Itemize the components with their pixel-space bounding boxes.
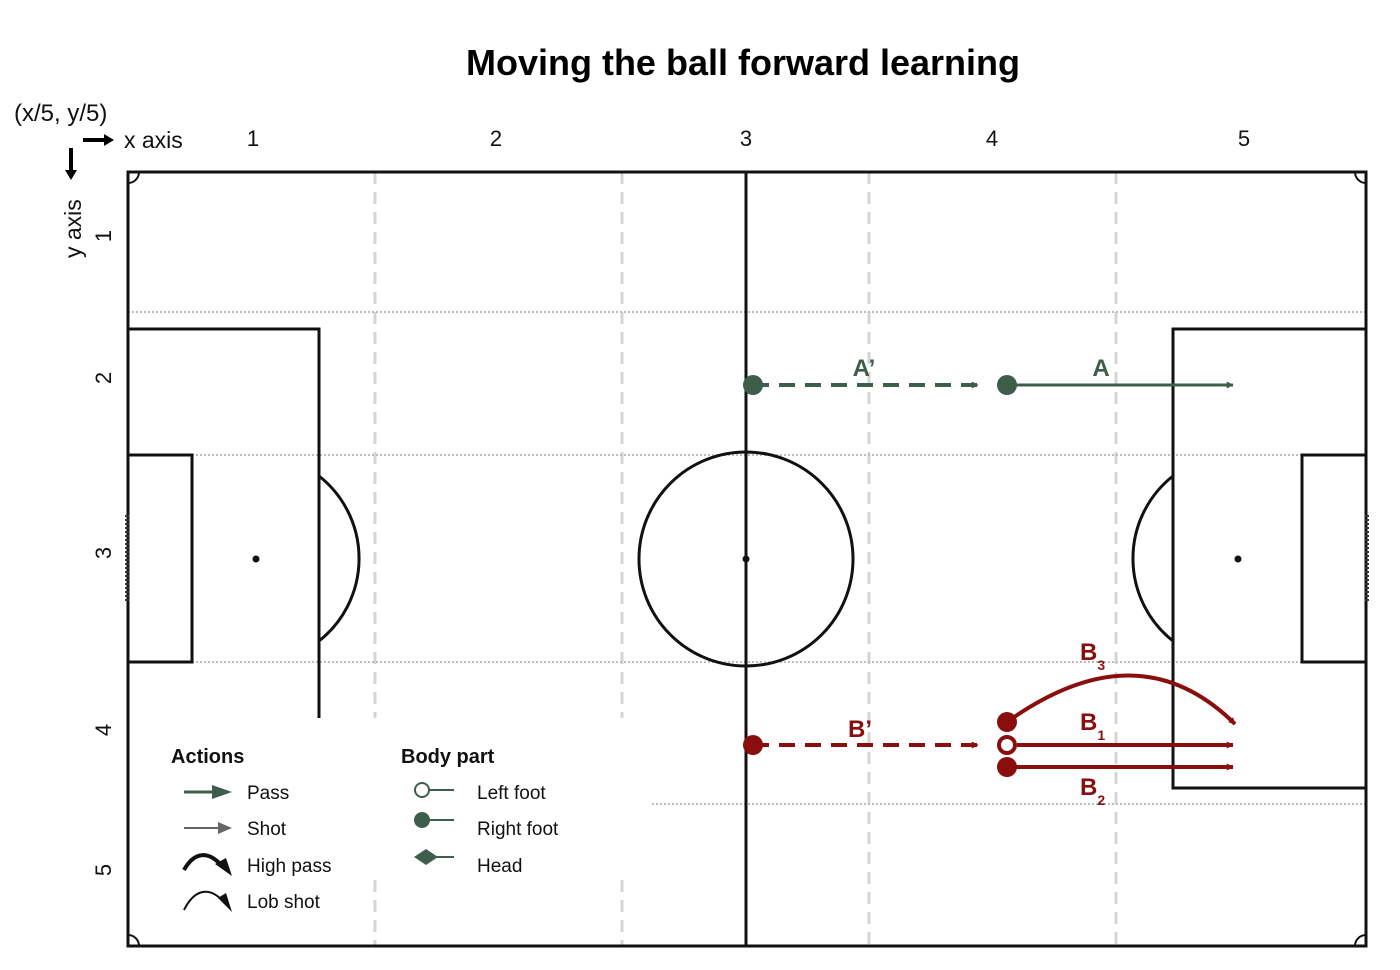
x-tick-label: 1 (247, 126, 259, 151)
action-label: B (1080, 639, 1097, 666)
legend-item-label: Right foot (477, 819, 559, 840)
center-spot (742, 555, 750, 563)
action-subscript: 2 (1097, 792, 1105, 808)
left-foot-icon (414, 782, 454, 798)
left-penalty-arc (318, 474, 361, 643)
x-tick-label: 4 (986, 126, 998, 151)
legend-item-label: Shot (247, 819, 287, 840)
action-label: B (1080, 774, 1097, 801)
left-goal-area (126, 453, 194, 664)
x-tick-label: 2 (490, 126, 502, 151)
center-circle (637, 450, 855, 668)
legend-item-label: Head (477, 856, 522, 877)
action-label: A (1092, 355, 1109, 382)
legend-item-label: Left foot (477, 783, 546, 804)
corner-arc (127, 171, 140, 184)
svg-text:B1: B1 (1080, 709, 1105, 743)
right-penalty-spot (1234, 555, 1242, 563)
y-tick-label: 5 (91, 864, 116, 876)
legend-item-label: Lob shot (247, 892, 321, 913)
corner-arc (1354, 934, 1367, 947)
svg-text:B2: B2 (1080, 774, 1105, 808)
right-foot-icon (414, 812, 454, 828)
corner-arc (127, 934, 140, 947)
y-tick-label: 1 (91, 230, 116, 242)
left-penalty-area (128, 327, 321, 718)
lob-shot-icon (183, 890, 232, 912)
legend-item-label: Pass (247, 783, 289, 804)
svg-text:B3: B3 (1080, 639, 1105, 673)
action-label: B’ (848, 716, 872, 743)
y-axis-label: y axis (60, 199, 86, 258)
legend-item-label: High pass (247, 856, 332, 877)
action-b3: B3 (997, 639, 1237, 732)
left-penalty-spot (252, 555, 260, 563)
action-b2: B2 (997, 757, 1234, 808)
head-icon (414, 849, 454, 865)
x-axis-arrow-icon (83, 134, 114, 146)
x-axis-label: x axis (124, 127, 183, 153)
zone-grid (373, 172, 1118, 946)
action-a: A (997, 355, 1234, 395)
y-tick-label: 3 (91, 547, 116, 559)
right-goal-area (1300, 453, 1368, 664)
right-penalty-arc (1131, 474, 1174, 643)
high-pass-icon (182, 853, 232, 876)
zone-grid-horizontal (128, 311, 1366, 805)
action-subscript: 1 (1097, 727, 1105, 743)
corner-arc (1354, 171, 1367, 184)
y-axis-arrow-icon (65, 148, 77, 180)
shot-icon (184, 822, 232, 834)
y-tick-label: 2 (91, 372, 116, 384)
legend-actions-title: Actions (171, 746, 244, 768)
action-b1: B1 (997, 709, 1234, 755)
legend-actions: Actions Pass Shot High pass Lob shot (171, 746, 332, 913)
action-subscript: 3 (1097, 657, 1105, 673)
action-label: B (1080, 709, 1097, 736)
figure-title: Moving the ball forward learning (465, 42, 1021, 83)
y-tick-label: 4 (91, 724, 116, 736)
pass-icon (184, 785, 232, 799)
action-label: A’ (853, 355, 876, 382)
x-tick-label: 3 (740, 126, 752, 151)
action-b-prime: B’ (743, 716, 979, 755)
coordinate-note: (x/5, y/5) (14, 100, 108, 127)
x-tick-label: 5 (1238, 126, 1250, 151)
legend-body-part: Body part Left foot Right foot Head (401, 746, 559, 877)
legend-body-part-title: Body part (401, 746, 495, 768)
action-a-prime: A’ (743, 355, 979, 395)
right-penalty-area (1171, 327, 1366, 790)
